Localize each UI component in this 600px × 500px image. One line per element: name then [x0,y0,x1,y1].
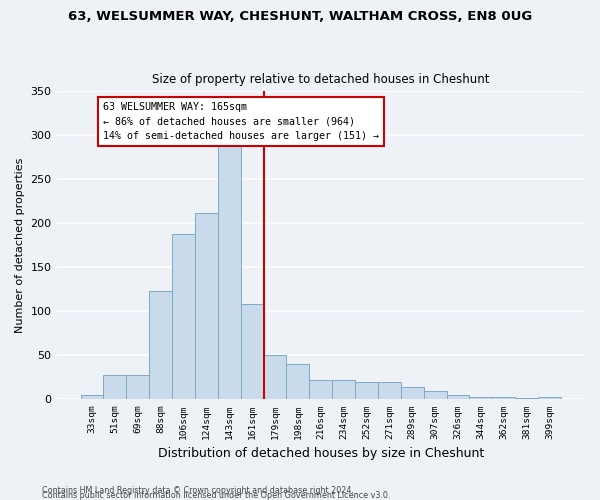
Bar [310,380,332,400]
Bar [286,364,310,400]
Bar [446,395,469,400]
Bar [241,304,263,400]
Bar [515,398,538,400]
Bar [469,396,493,400]
Text: 63 WELSUMMER WAY: 165sqm
← 86% of detached houses are smaller (964)
14% of semi-: 63 WELSUMMER WAY: 165sqm ← 86% of detach… [103,102,379,142]
Title: Size of property relative to detached houses in Cheshunt: Size of property relative to detached ho… [152,73,490,86]
Text: 63, WELSUMMER WAY, CHESHUNT, WALTHAM CROSS, EN8 0UG: 63, WELSUMMER WAY, CHESHUNT, WALTHAM CRO… [68,10,532,23]
Bar [195,213,218,400]
Text: Contains public sector information licensed under the Open Government Licence v3: Contains public sector information licen… [42,491,391,500]
Text: Contains HM Land Registry data © Crown copyright and database right 2024.: Contains HM Land Registry data © Crown c… [42,486,354,495]
Bar [80,395,103,400]
Y-axis label: Number of detached properties: Number of detached properties [15,158,25,333]
X-axis label: Distribution of detached houses by size in Cheshunt: Distribution of detached houses by size … [158,447,484,460]
Bar [263,356,286,400]
Bar [493,396,515,400]
Bar [218,140,241,400]
Bar [401,387,424,400]
Bar [378,382,401,400]
Bar [332,380,355,400]
Bar [149,291,172,400]
Bar [538,396,561,400]
Bar [127,374,149,400]
Bar [424,390,446,400]
Bar [172,234,195,400]
Bar [355,382,378,400]
Bar [103,374,127,400]
